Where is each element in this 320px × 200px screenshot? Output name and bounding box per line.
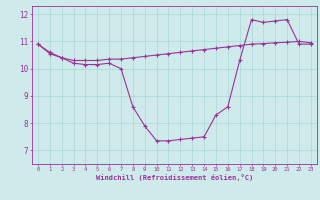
X-axis label: Windchill (Refroidissement éolien,°C): Windchill (Refroidissement éolien,°C) [96, 174, 253, 181]
